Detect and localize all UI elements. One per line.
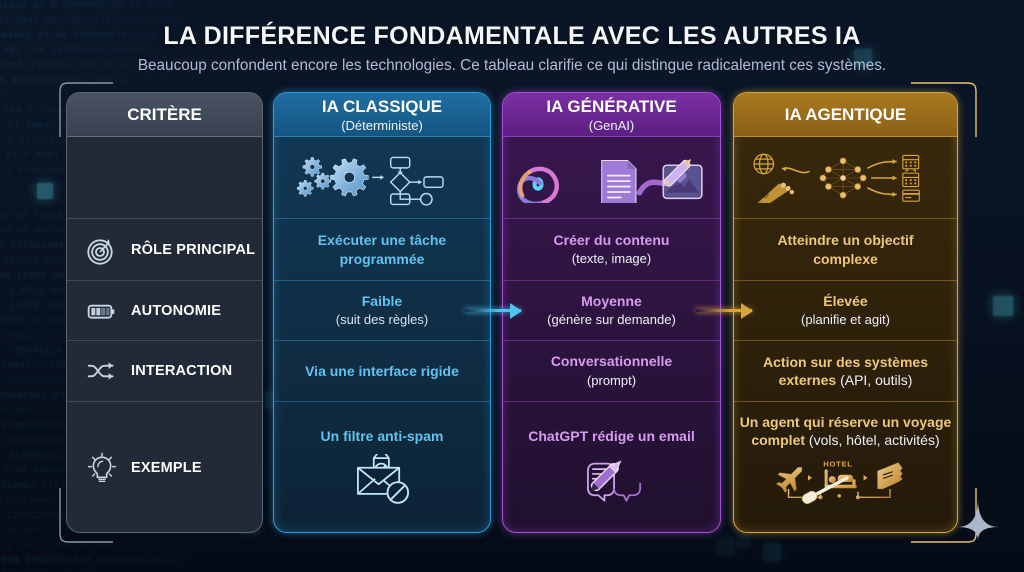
svg-text:0 3977 10781683960698 0: 0 3977 10781683960698 0 — [6, 541, 144, 552]
svg-text:6958 85608583670 9980400429818: 6958 85608583670 998040042981872 — [0, 556, 187, 567]
svg-text:3 33560598820227158104 18 199: 3 33560598820227158104 18 199 — [0, 76, 173, 87]
svg-text:HOTEL: HOTEL — [823, 460, 852, 469]
svg-text:61103 63 6 9399002292 95 1985: 61103 63 6 9399002292 95 1985 — [0, 1, 171, 12]
